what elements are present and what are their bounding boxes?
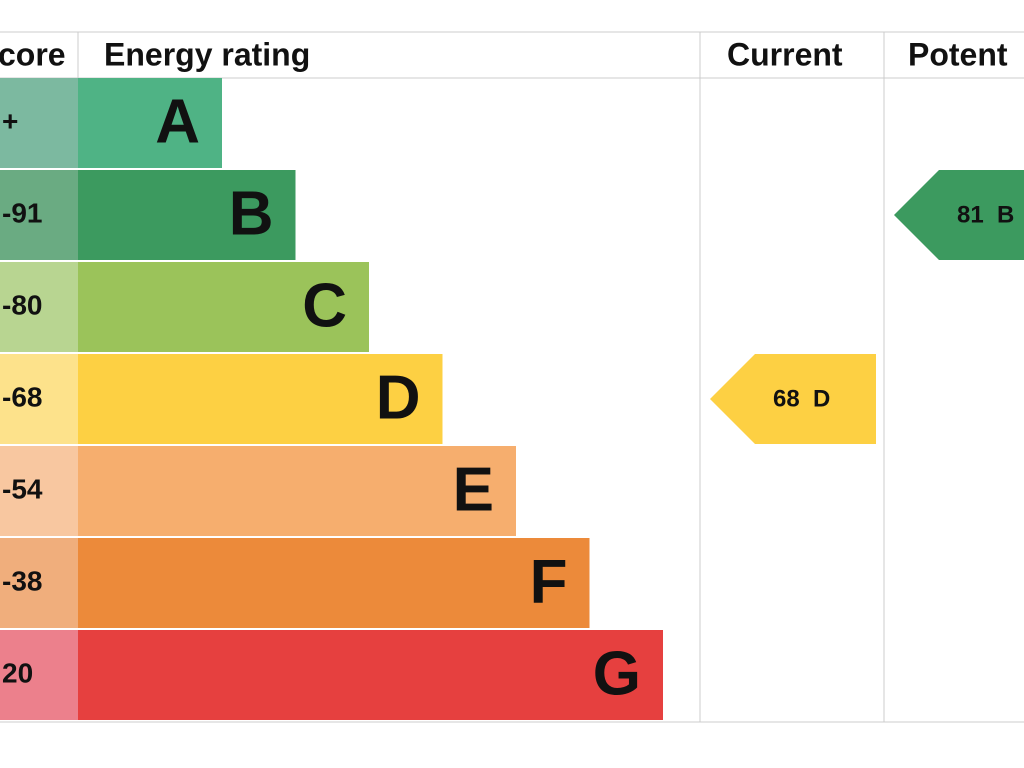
- header: Current: [727, 36, 843, 72]
- score-label: -91: [2, 197, 42, 228]
- rating-letter: A: [155, 87, 200, 156]
- rating-bar: [78, 170, 296, 260]
- rating-bar: [78, 446, 516, 536]
- rating-bar: [78, 354, 443, 444]
- score-label: -38: [2, 565, 42, 596]
- rating-letter: E: [453, 455, 494, 524]
- potential-arrow: [894, 170, 1024, 260]
- score-label: +: [2, 105, 18, 136]
- rating-letter: G: [593, 639, 641, 708]
- rating-bar: [78, 78, 222, 168]
- potential-label: 81 B: [957, 201, 1014, 228]
- score-label: 20: [2, 657, 33, 688]
- header: Energy rating: [104, 36, 310, 72]
- rating-bar: [78, 538, 590, 628]
- rating-letter: F: [530, 547, 568, 616]
- rating-bar: [78, 262, 369, 352]
- rating-letter: D: [376, 363, 421, 432]
- score-cell: [0, 538, 78, 628]
- rating-bar: [78, 630, 663, 720]
- score-label: -80: [2, 289, 42, 320]
- current-label: 68 D: [773, 385, 830, 412]
- header: core: [0, 36, 66, 72]
- score-cell: [0, 78, 78, 168]
- score-cell: [0, 630, 78, 720]
- score-cell: [0, 170, 78, 260]
- score-label: -68: [2, 381, 42, 412]
- score-cell: [0, 446, 78, 536]
- rating-letter: B: [229, 179, 274, 248]
- score-cell: [0, 354, 78, 444]
- header: Potent: [908, 36, 1008, 72]
- current-arrow: [710, 354, 876, 444]
- score-cell: [0, 262, 78, 352]
- rating-letter: C: [302, 271, 347, 340]
- score-label: -54: [2, 473, 43, 504]
